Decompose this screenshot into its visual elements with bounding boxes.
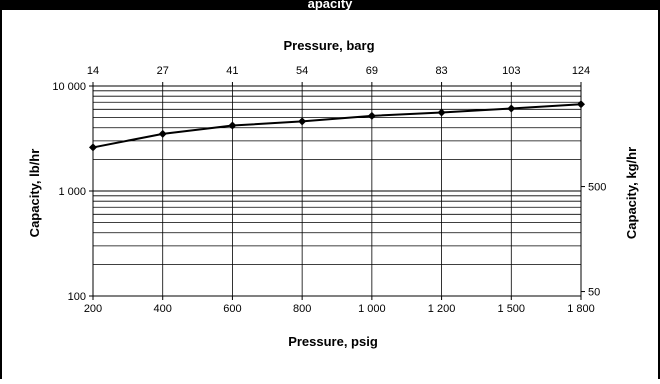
plot-area-frame: [92, 85, 582, 297]
x-top-tick-label: 41: [226, 65, 238, 77]
x-bottom-tick-label: 1 800: [567, 303, 595, 315]
x-top-tick-label: 54: [296, 65, 308, 77]
chart-header-bar: [0, 0, 660, 10]
data-point-marker: [158, 129, 167, 138]
y-left-tick-label: 10 000: [52, 81, 86, 93]
data-point-marker: [507, 104, 516, 113]
x-top-tick-label: 27: [157, 65, 169, 77]
data-point-marker: [367, 111, 376, 120]
x-top-tick-label: 103: [502, 65, 520, 77]
x-bottom-tick-label: 800: [293, 303, 311, 315]
x-bottom-tick-label: 400: [154, 303, 172, 315]
y-right-tick-label: 50: [588, 287, 600, 299]
chart-header-title: apacity: [308, 0, 354, 11]
data-point-marker: [437, 108, 446, 117]
x-bottom-tick-label: 1 000: [358, 303, 386, 315]
x-bottom-tick-label: 1 200: [428, 303, 456, 315]
data-point-marker: [228, 121, 237, 130]
x-bottom-tick-label: 1 500: [498, 303, 526, 315]
series-line: [92, 103, 582, 149]
x-bottom-tick-label: 600: [223, 303, 241, 315]
y-left-tick-label: 100: [68, 291, 86, 303]
x-bottom-axis-title: Pressure, psig: [288, 334, 378, 349]
y-left-tick-label: 1 000: [58, 186, 86, 198]
grid-lines: [93, 85, 581, 296]
data-point-marker: [298, 117, 307, 126]
y-left-axis-title: Capacity, lb/hr: [27, 149, 42, 238]
y-right-tick-label: 500: [588, 182, 606, 194]
x-top-tick-label: 14: [87, 65, 99, 77]
x-top-tick-label: 124: [572, 65, 590, 77]
x-bottom-tick-label: 200: [84, 303, 102, 315]
tick-labels: 200 400 600 800 1 000 1 200 1 500 1 800 14 27 41 54…: [52, 65, 606, 315]
x-top-axis-title: Pressure, barg: [283, 38, 374, 53]
y-right-axis-title: Capacity, kg/hr: [624, 147, 639, 239]
x-top-tick-label: 69: [366, 65, 378, 77]
x-top-tick-label: 83: [435, 65, 447, 77]
data-series: [89, 100, 585, 152]
